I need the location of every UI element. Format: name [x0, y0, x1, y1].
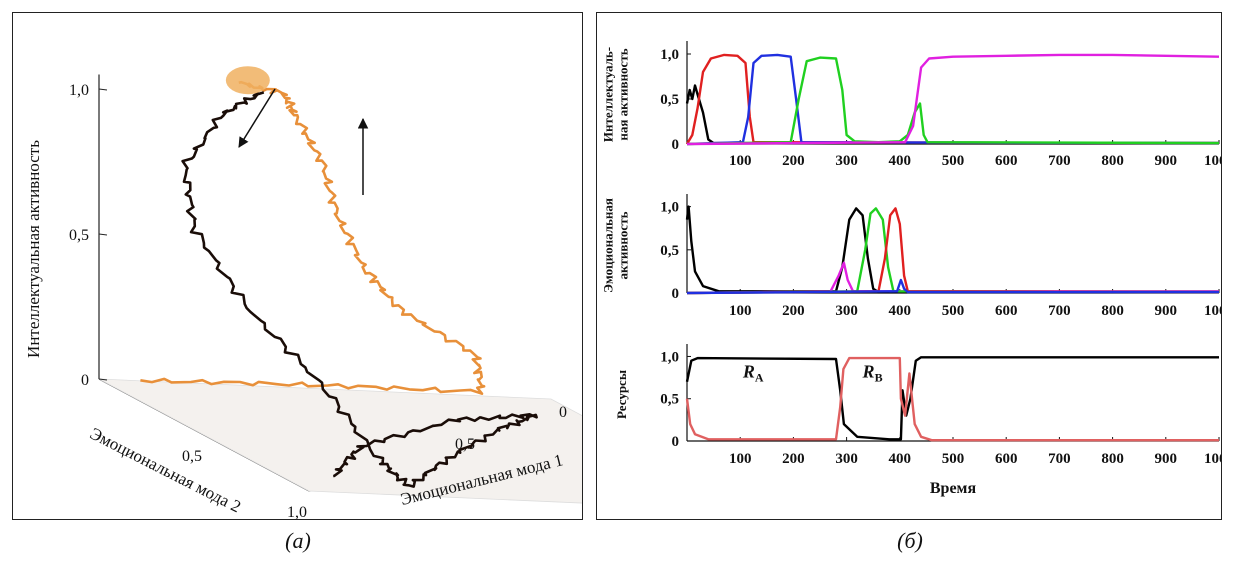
series-line — [686, 261, 1219, 295]
floor-plane — [98, 378, 582, 504]
z-axis-label: Интеллектуальная активность — [24, 140, 43, 358]
x-tick-label: 400 — [889, 303, 912, 319]
x-tick-label: 700 — [1048, 303, 1071, 319]
series-line — [685, 53, 1220, 145]
x-tick-label: 300 — [835, 451, 858, 467]
panel-b: 100200300400500600700800900100000,51,0Ин… — [596, 12, 1222, 520]
trajectory-line — [140, 80, 486, 396]
y-tick-label: 1,0 — [660, 349, 679, 365]
x-tick-label: 300 — [835, 153, 858, 169]
x-tick-label: 500 — [942, 451, 965, 467]
series-line — [686, 56, 1220, 146]
z-tick-label: 0 — [81, 372, 89, 389]
series-line — [685, 356, 1219, 441]
y-tick-label: 0 — [672, 286, 680, 302]
trajectory-line — [181, 91, 538, 488]
z-tick-mark — [98, 88, 108, 91]
x-tick-label: 0 — [559, 404, 567, 421]
series-line — [686, 207, 1220, 295]
y-tick-label: 1,0 — [660, 47, 679, 63]
series-line — [685, 205, 1219, 294]
resource-annotation: RA — [742, 361, 764, 384]
x-tick-label: 800 — [1101, 153, 1124, 169]
y-axis-label-line: ная активность — [616, 48, 631, 140]
x-tick-label: 100 — [729, 153, 752, 169]
x-tick-label: 800 — [1101, 451, 1124, 467]
x-tick-label: 400 — [889, 153, 912, 169]
series-line — [685, 84, 1219, 145]
x-tick-label: 300 — [835, 303, 858, 319]
x-tick-label: 900 — [1155, 303, 1178, 319]
x-tick-label: 900 — [1155, 451, 1178, 467]
x-tick-label: 200 — [782, 153, 805, 169]
panel-a: 0 0,5 1,0 0,5 1,0 0 0,5 Интеллектуальная активн… — [12, 12, 583, 520]
resource-annotation-sub: A — [755, 370, 764, 384]
series-line — [686, 53, 1220, 146]
z-tick-label: 1,0 — [69, 82, 89, 99]
x-tick-label: 900 — [1155, 153, 1178, 169]
caption-a: (а) — [285, 528, 311, 553]
y-tick-label: 0,5 — [660, 243, 679, 259]
trajectory-cluster — [225, 66, 270, 95]
y-tick-label: 1,0 — [287, 504, 307, 520]
x-tick-label: 200 — [782, 303, 805, 319]
chart-time-series: 100200300400500600700800900100000,51,0Ин… — [601, 41, 1222, 497]
x-tick-label: 500 — [942, 153, 965, 169]
series-line — [686, 53, 1220, 146]
y-axis-label-line: Эмоциональная — [601, 198, 616, 293]
x-tick-label: 100 — [729, 303, 752, 319]
y-tick-label: 0 — [672, 137, 680, 153]
y-tick-label: 0,5 — [182, 448, 202, 465]
x-tick-label: 400 — [889, 451, 912, 467]
resource-annotation-sub: B — [875, 370, 883, 384]
z-tick-mark — [98, 378, 108, 381]
x-tick-label: 100 — [729, 451, 752, 467]
y-tick-label: 1,0 — [660, 200, 679, 216]
z-tick-label: 0,5 — [69, 227, 89, 244]
y-axis-label-line: Ресурсы — [614, 370, 629, 419]
x-axis-label: Время — [930, 480, 977, 497]
x-tick-label: 800 — [1101, 303, 1124, 319]
x-tick-label: 600 — [995, 451, 1018, 467]
arrow-down — [238, 88, 276, 148]
y-axis-label: Интеллектуаль-ная активность — [601, 47, 631, 142]
y-tick-label: 0,5 — [660, 392, 679, 408]
z-tick-mark — [98, 233, 108, 236]
x-tick-label: 700 — [1048, 153, 1071, 169]
x-tick-label: 200 — [782, 451, 805, 467]
resource-annotation: RB — [862, 361, 883, 384]
series-line — [685, 356, 1219, 442]
x-tick-label: 500 — [942, 303, 965, 319]
y-axis-label: Ресурсы — [614, 370, 629, 419]
x-tick-label: 600 — [995, 303, 1018, 319]
y-tick-label: 0,5 — [660, 92, 679, 108]
x-tick-label: 700 — [1048, 451, 1071, 467]
series-line — [686, 207, 1220, 295]
y-axis-label: Эмоциональная активность — [601, 198, 631, 293]
y-axis-label-line: Интеллектуаль- — [601, 47, 616, 142]
caption-b: (б) — [897, 528, 923, 553]
y-tick-label: 0 — [672, 434, 680, 450]
series-line — [686, 278, 1219, 295]
x-tick-label: 600 — [995, 153, 1018, 169]
y-axis-label-line: активность — [616, 211, 631, 279]
